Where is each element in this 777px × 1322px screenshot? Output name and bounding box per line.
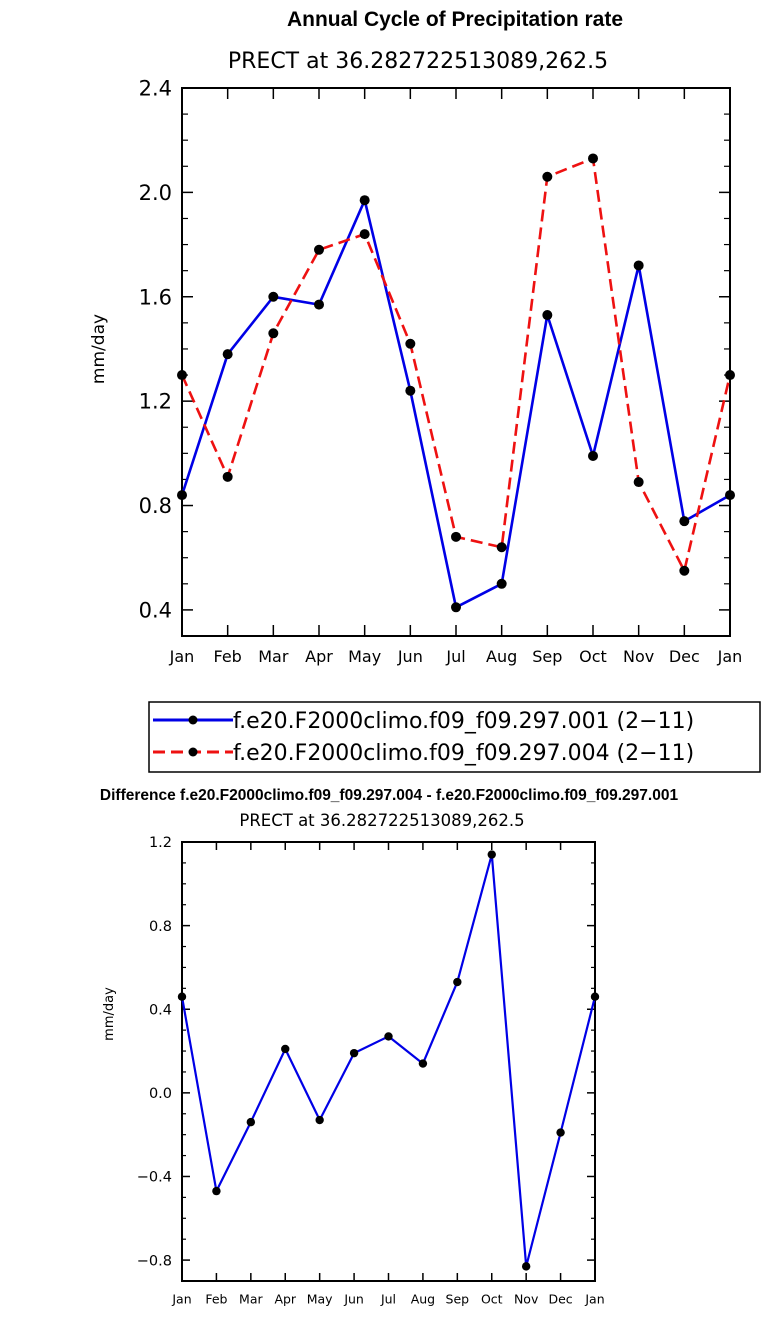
c2-series-1-point xyxy=(246,1117,256,1127)
c2-xtick-label: Aug xyxy=(411,1292,435,1307)
c1-ytick-label: 1.2 xyxy=(139,390,172,414)
c2-series-1-point xyxy=(212,1186,221,1196)
legend-marker-series-2 xyxy=(188,747,198,757)
c2-xtick-label: Feb xyxy=(205,1292,227,1307)
c1-series-1-point xyxy=(405,385,416,396)
c1-xtick-label: Jan xyxy=(717,647,743,666)
c1-series-2-point xyxy=(314,244,324,255)
c2-series-1-line xyxy=(180,853,597,1268)
c1-series-1-point xyxy=(496,578,507,589)
c1-series-1-point xyxy=(451,602,461,613)
legend-box xyxy=(148,701,761,773)
c2-ytick-label: −0.8 xyxy=(137,1253,172,1269)
chart1-legend: f.e20.F2000climo.f09_f09.297.001 (2−11) … xyxy=(148,701,761,773)
chart1-subtitle: PRECT at 36.282722513089,262.5 xyxy=(228,49,608,74)
c1-series-2-point xyxy=(679,565,690,576)
c2-plot-frame xyxy=(181,841,596,1282)
c1-series-1-point xyxy=(222,349,233,360)
c2-ytick-label: 1.2 xyxy=(149,835,172,851)
c2-series-1-point xyxy=(177,992,187,1001)
c1-plot-frame xyxy=(181,87,731,637)
c2-xtick-label: Jan xyxy=(584,1292,604,1307)
c2-series-1-point xyxy=(281,1044,290,1054)
c1-xtick-label: Dec xyxy=(669,647,700,666)
chart2-subtitle: PRECT at 36.282722513089,262.5 xyxy=(239,811,524,830)
chart-difference: Difference f.e20.F2000climo.f09_f09.297.… xyxy=(100,787,679,1307)
c1-series-2-point xyxy=(405,338,416,349)
c1-series-1-point xyxy=(542,310,553,321)
c1-series-1-point xyxy=(314,299,324,310)
c2-series-1-point xyxy=(349,1048,359,1058)
c1-xtick-label: Jan xyxy=(169,647,195,666)
c1-series-1-point xyxy=(725,490,735,501)
c2-series-1-point xyxy=(487,850,496,859)
c1-ytick-label: 0.4 xyxy=(139,598,172,622)
c1-series-2-point xyxy=(725,370,735,381)
c1-xtick-label: Feb xyxy=(214,647,242,666)
c2-ytick-label: 0.4 xyxy=(149,1002,172,1018)
legend-marker-series-1 xyxy=(188,715,198,725)
c1-series-1-point xyxy=(633,260,644,271)
c1-xtick-label: May xyxy=(348,647,381,666)
c2-series-1-point xyxy=(590,992,600,1001)
c1-series-1-point xyxy=(679,516,690,527)
c1-series-1-point xyxy=(177,490,187,501)
chart-annual-cycle: Annual Cycle of Precipitation rate PRECT… xyxy=(89,8,761,773)
c1-series-1-point xyxy=(359,195,370,206)
c1-series-2-point xyxy=(588,153,598,164)
c2-xtick-label: Apr xyxy=(274,1292,296,1307)
c2-series-1-point xyxy=(384,1032,393,1041)
c1-ytick-label: 2.4 xyxy=(139,77,172,101)
chart2-ylabel: mm/day xyxy=(102,987,117,1041)
c1-series-2-point xyxy=(268,328,279,339)
c1-xtick-label: Oct xyxy=(579,647,607,666)
c1-series-2-point xyxy=(222,471,233,482)
chart1-ylabel: mm/day xyxy=(89,314,109,384)
legend-label-series-1: f.e20.F2000climo.f09_f09.297.001 (2−11) xyxy=(233,709,694,734)
c1-series-2-point xyxy=(451,531,461,542)
c1-xtick-label: Sep xyxy=(532,647,562,666)
c1-series-1-point xyxy=(588,450,598,461)
c1-series-2-point xyxy=(496,542,507,553)
c2-xtick-label: Dec xyxy=(548,1292,572,1307)
c2-xtick-label: Oct xyxy=(481,1292,503,1307)
c1-series-2-point xyxy=(177,370,187,381)
c1-xtick-label: Aug xyxy=(486,647,517,666)
chart1-title: Annual Cycle of Precipitation rate xyxy=(287,8,623,31)
c1-series-2-line xyxy=(180,157,732,573)
c1-series-2-point xyxy=(542,171,553,182)
c1-series-2-point xyxy=(359,229,370,240)
c2-ytick-label: −0.4 xyxy=(137,1170,172,1186)
c1-series-1-point xyxy=(268,291,279,302)
c1-xtick-label: Apr xyxy=(305,647,333,666)
c1-ytick-label: 0.8 xyxy=(139,494,172,518)
c2-series-1-point xyxy=(556,1128,565,1137)
legend-label-series-2: f.e20.F2000climo.f09_f09.297.004 (2−11) xyxy=(233,741,694,766)
c2-ytick-label: 0.8 xyxy=(149,919,172,935)
c2-xtick-label: Mar xyxy=(239,1292,263,1307)
c1-series-2-point xyxy=(633,477,644,488)
chart2-title: Difference f.e20.F2000climo.f09_f09.297.… xyxy=(100,787,679,804)
c2-xtick-label: Jun xyxy=(343,1292,364,1307)
c2-xtick-label: Nov xyxy=(514,1292,539,1307)
c1-series-1-line xyxy=(180,198,731,609)
c1-ytick-label: 2.0 xyxy=(139,181,172,205)
c2-xtick-label: Jul xyxy=(380,1292,396,1307)
c2-ytick-label: 0.0 xyxy=(149,1086,172,1102)
c2-series-1-point xyxy=(453,977,462,987)
c2-xtick-label: Jan xyxy=(171,1292,191,1307)
c1-ytick-label: 1.6 xyxy=(139,285,172,309)
c2-xtick-label: Sep xyxy=(446,1292,470,1307)
c2-series-1-point xyxy=(315,1115,324,1125)
c1-xtick-label: Nov xyxy=(623,647,654,666)
c1-xtick-label: Jul xyxy=(445,647,465,666)
c2-series-1-point xyxy=(418,1059,428,1068)
c2-series-1-point xyxy=(521,1262,531,1271)
c2-xtick-label: May xyxy=(307,1292,333,1307)
c1-xtick-label: Mar xyxy=(258,647,289,666)
c1-xtick-label: Jun xyxy=(397,647,423,666)
